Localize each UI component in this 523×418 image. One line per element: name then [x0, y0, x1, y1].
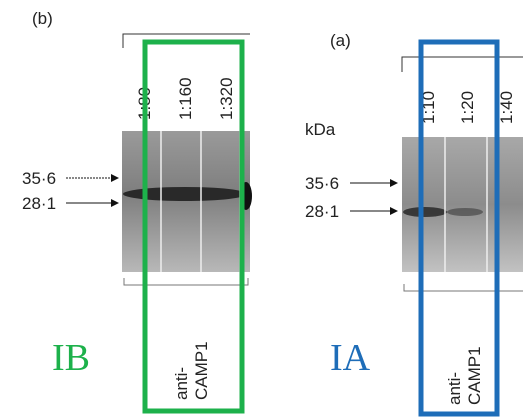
dilution: 1:320	[217, 77, 236, 120]
bracket	[122, 33, 250, 48]
highlight-box	[142, 39, 245, 414]
antibody: anti-	[445, 372, 464, 405]
blot	[122, 131, 250, 272]
panel-b: (b) 1:80 1:160 1:320 35·6 28·1 anti- CAM…	[22, 9, 252, 414]
dilution: 1:160	[176, 77, 195, 120]
antibody: anti-	[172, 367, 191, 400]
antibody: CAMP1	[192, 341, 211, 400]
panel-label: (b)	[32, 9, 53, 28]
highlight-box	[418, 39, 500, 417]
bracket	[403, 284, 523, 292]
marker-label: 35·6	[305, 174, 339, 193]
band	[403, 207, 447, 217]
panel-label: (a)	[330, 31, 351, 50]
band	[123, 187, 247, 201]
method-label: IB	[52, 337, 90, 379]
marker-label: 28·1	[22, 194, 56, 213]
marker-label: 35·6	[22, 169, 56, 188]
dilution: 1:40	[497, 91, 516, 124]
method-label: IA	[330, 337, 371, 379]
marker-label: 28·1	[305, 202, 339, 221]
antibody: CAMP1	[465, 346, 484, 405]
panel-a: (a) kDa 1:10 1:20 1:40 35·6 28·1 anti- C…	[305, 31, 523, 417]
dilution: 1:10	[419, 91, 438, 124]
bracket	[123, 278, 249, 286]
dilution: 1:20	[458, 91, 477, 124]
band	[447, 208, 483, 216]
bracket	[401, 56, 523, 72]
unit-label: kDa	[305, 120, 336, 139]
